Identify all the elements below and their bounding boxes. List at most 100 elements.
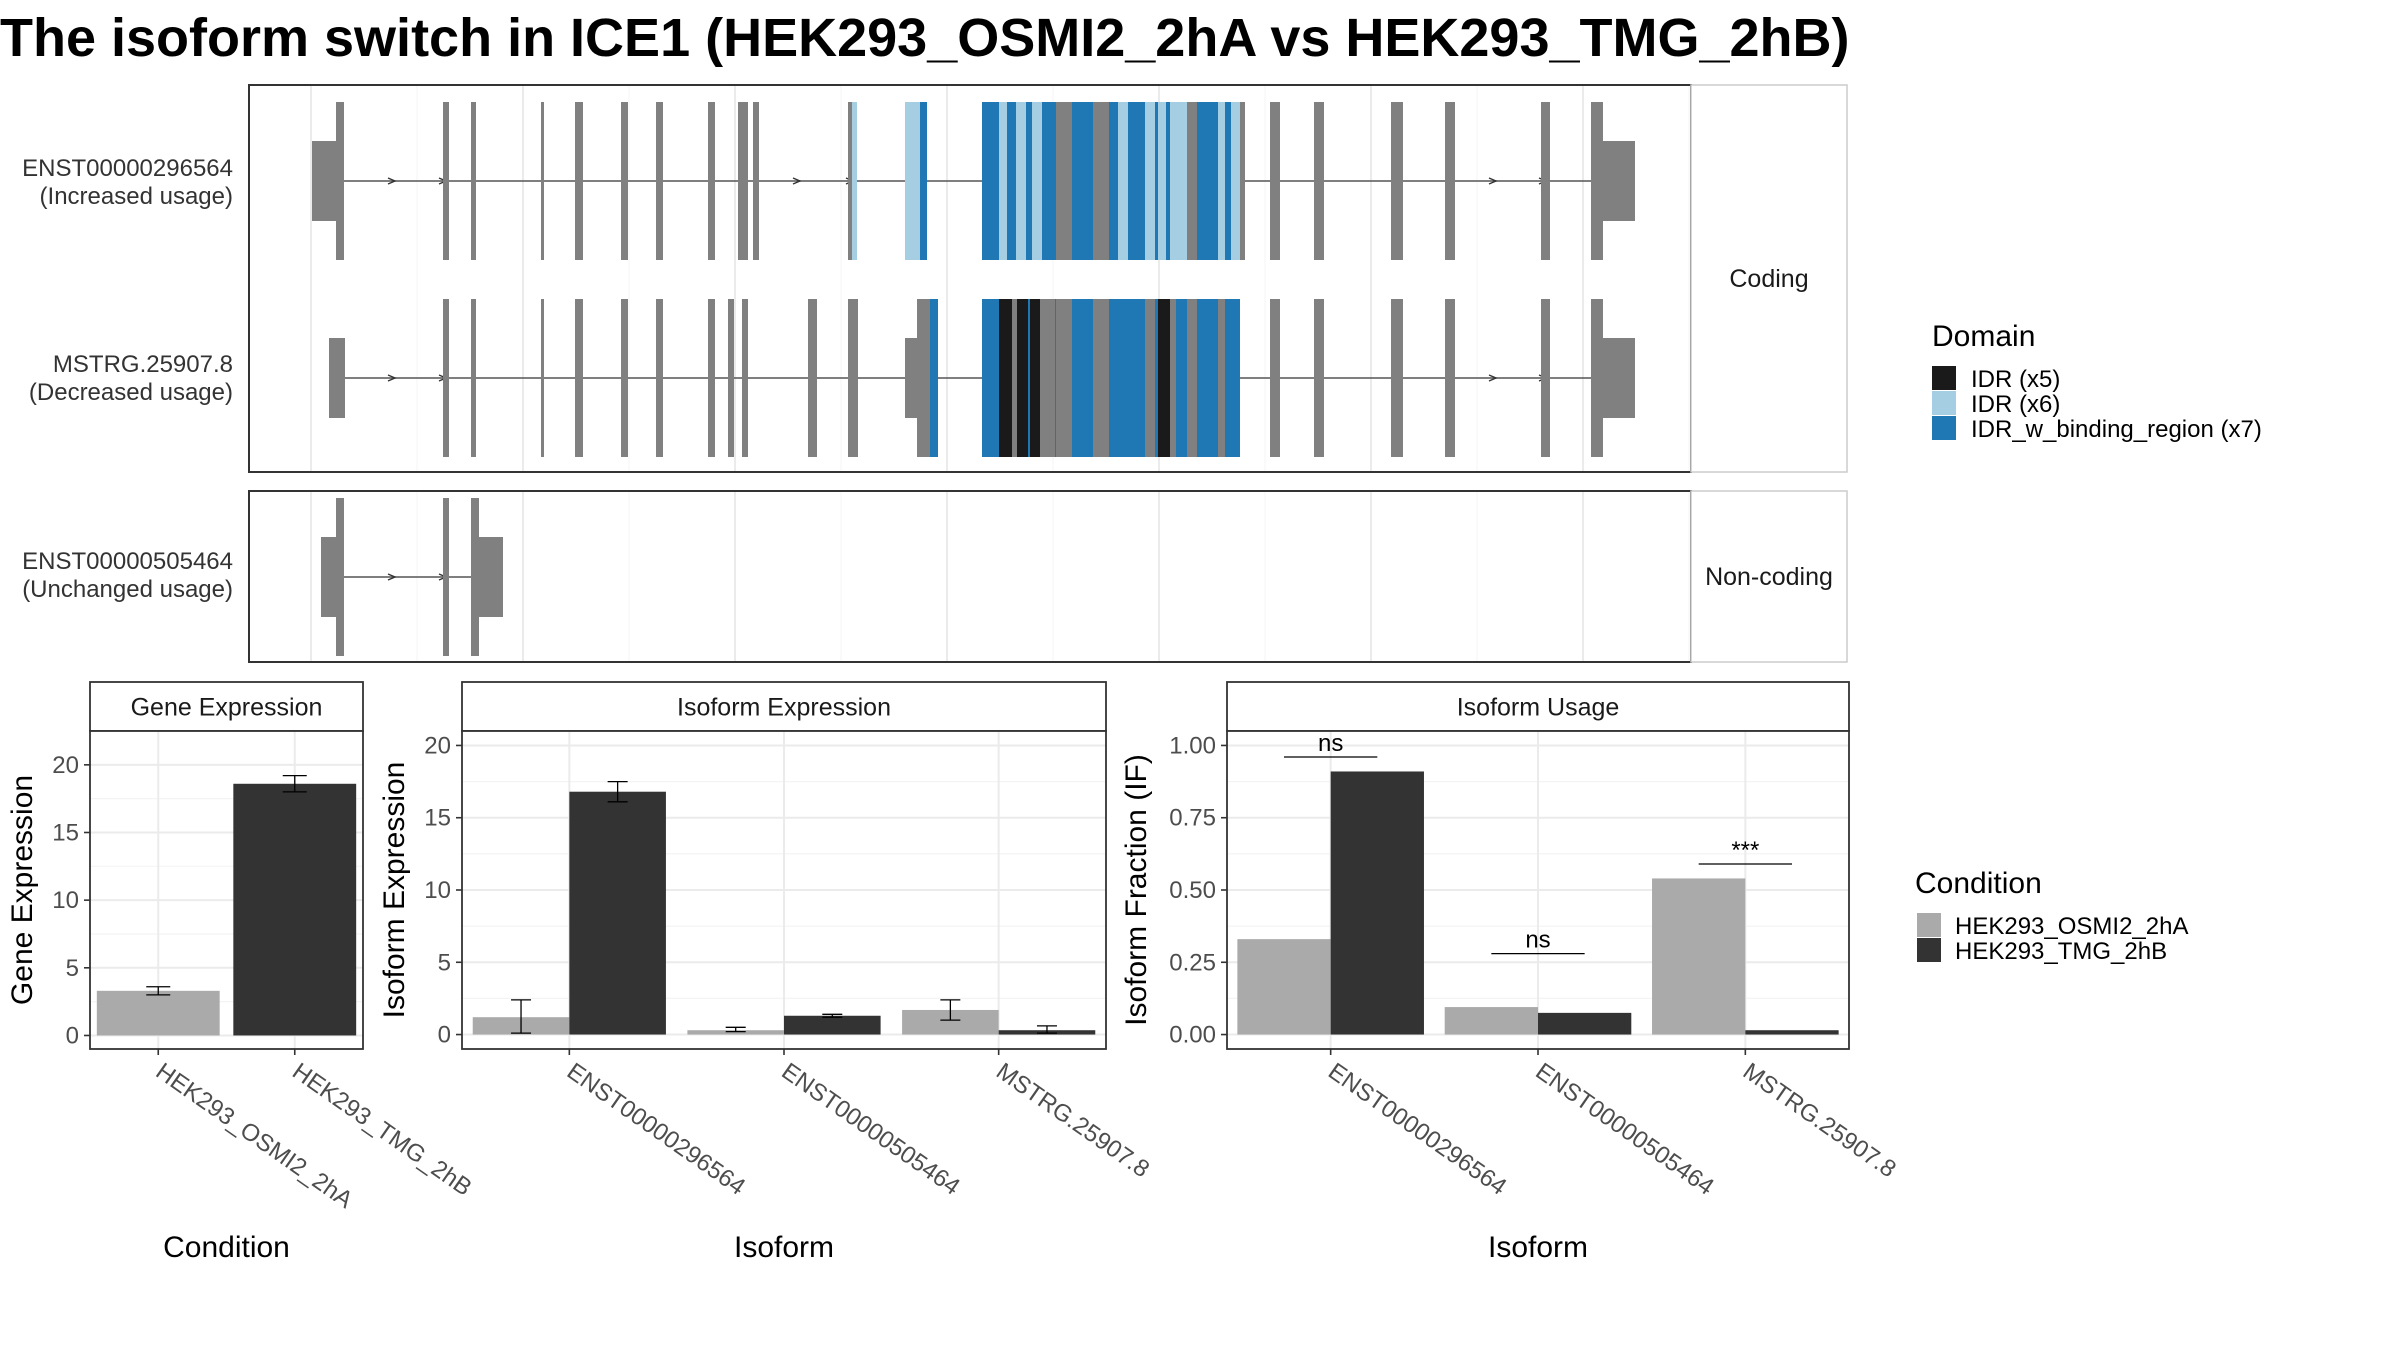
exon (336, 102, 344, 260)
domain-idr-x6 (1158, 102, 1166, 260)
exon (336, 498, 344, 656)
exon (742, 299, 748, 457)
plot-title: The isoform switch in ICE1 (HEK293_OSMI2… (0, 8, 1850, 68)
condition-legend-key-1 (1917, 913, 1941, 937)
transcript-MSTRG.25907.8 (329, 299, 1635, 457)
exon (1056, 299, 1072, 457)
domain-idr-x6 (1145, 102, 1155, 260)
x-axis-title: Isoform (734, 1231, 834, 1264)
y-tick-label: 0 (438, 1022, 451, 1049)
domain-idr-x5 (1158, 299, 1170, 457)
condition-legend-label-2: HEK293_TMG_2hB (1955, 938, 2167, 965)
exon (1391, 299, 1403, 457)
significance-label: ns (1318, 730, 1343, 757)
coding-strip-box (1690, 84, 1848, 473)
panel-strip-title: Isoform Usage (1457, 694, 1620, 722)
domain-idr-binding (982, 102, 1200, 260)
bar (1330, 771, 1424, 1035)
y-tick-label: 20 (52, 752, 79, 779)
exon (471, 299, 476, 457)
exon (621, 299, 628, 457)
y-tick-label: 0.00 (1169, 1022, 1216, 1049)
domain-idr-x6 (905, 102, 915, 260)
exon (541, 299, 544, 457)
isoform-expression-chart: Isoform Expression 0 5 10 15 20 ENST0000029656… (378, 681, 1154, 1264)
transcript-label-2-id: MSTRG.25907.8 (53, 351, 233, 378)
y-tick-label: 15 (424, 805, 451, 832)
noncoding-strip-box (1690, 490, 1848, 663)
x-tick-label: ENST00000505464 (1531, 1058, 1719, 1201)
exon (708, 299, 715, 457)
direction-arrow (1488, 177, 1498, 185)
panel-strip (89, 681, 364, 732)
y-tick-label: 0.50 (1169, 877, 1216, 904)
exon (738, 102, 744, 260)
coding-gridlines (310, 86, 1690, 471)
significance-label: ns (1525, 927, 1550, 954)
exon (1314, 102, 1324, 260)
bar (1444, 1007, 1538, 1035)
exon (728, 299, 734, 457)
bar (687, 1030, 784, 1035)
exon (742, 102, 748, 260)
coding-panel-frame (248, 84, 1692, 473)
exon (656, 102, 663, 260)
exon (1040, 299, 1055, 457)
direction-arrow (1488, 374, 1498, 382)
x-tick-label: ENST00000296564 (562, 1058, 750, 1201)
exon (621, 102, 628, 260)
domain-idr-x6 (1170, 102, 1188, 260)
condition-legend: Condition HEK293_OSMI2_2hA HEK293_TMG_2h… (1915, 867, 2188, 965)
direction-arrow (387, 177, 397, 185)
noncoding-strip-label: Non-coding (1705, 563, 1833, 591)
domain-idr-x5 (1017, 299, 1028, 457)
exon (708, 102, 715, 260)
bar (1538, 1012, 1632, 1035)
direction-arrow (387, 374, 397, 382)
exon (471, 498, 479, 656)
exon (1218, 299, 1225, 457)
exon (1270, 102, 1280, 260)
structure-panel-coding: Coding (248, 84, 1848, 473)
y-axis-title: Gene Expression (6, 775, 39, 1005)
exon (1314, 299, 1324, 457)
domain-idr-x6 (915, 102, 920, 260)
y-axis-title: Isoform Fraction (IF) (1120, 754, 1153, 1026)
panel-strip (461, 681, 1107, 732)
utr (329, 338, 345, 418)
exon (1012, 299, 1017, 457)
exon (656, 299, 663, 457)
exon (1093, 299, 1109, 457)
bar (569, 791, 666, 1035)
exon (1187, 299, 1197, 457)
panel-frame (89, 730, 364, 1050)
domain-legend-label-2: IDR (x6) (1971, 391, 2060, 418)
significance-label: *** (1731, 837, 1759, 864)
panel-strip-title: Isoform Expression (677, 694, 891, 722)
domain-idr-x6 (852, 102, 857, 260)
exon (1591, 102, 1603, 260)
exon (1170, 299, 1176, 457)
exon (1145, 299, 1155, 457)
exon (917, 299, 933, 457)
domain-idr-x6 (1218, 102, 1225, 260)
transcript-label-1-id: ENST00000296564 (22, 155, 233, 182)
exon (471, 102, 476, 260)
x-axis-title: Condition (163, 1231, 290, 1264)
exon (1240, 102, 1245, 260)
transcript-label-3-usage: (Unchanged usage) (22, 576, 233, 603)
transcript-label-2-usage: (Decreased usage) (29, 379, 233, 406)
domain-idr-x6 (1118, 102, 1128, 260)
transcript-label-3-id: ENST00000505464 (22, 548, 233, 575)
coding-strip-label: Coding (1729, 265, 1808, 293)
exon (753, 102, 759, 260)
domain-legend-key-3 (1932, 416, 1956, 440)
exon (575, 299, 583, 457)
exon (1056, 102, 1072, 260)
transcript-ENST00000505464 (321, 498, 503, 656)
y-tick-label: 15 (52, 819, 79, 846)
condition-legend-title: Condition (1915, 867, 2042, 900)
direction-arrow (792, 177, 802, 185)
domain-legend-title: Domain (1932, 320, 2035, 353)
